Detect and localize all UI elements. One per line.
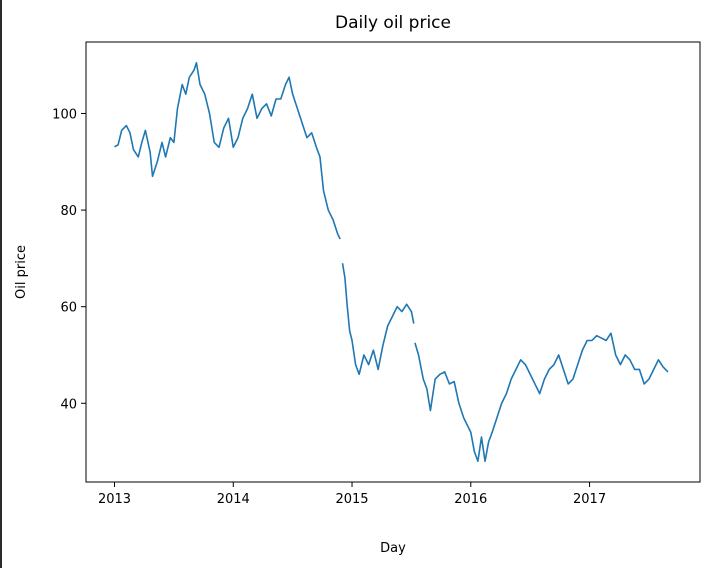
chart-title: Daily oil price	[335, 13, 451, 33]
series-line-segment-1	[114, 61, 341, 240]
y-axis-label: Oil price	[14, 245, 29, 299]
x-tick-label: 2013	[98, 492, 131, 507]
y-axis-ticks: 40 60 80 100	[52, 107, 86, 412]
y-tick-label: 40	[60, 397, 77, 412]
series-line-segment-3	[414, 332, 669, 463]
plot-area-frame	[85, 41, 701, 483]
x-tick-label: 2016	[454, 492, 487, 507]
x-tick-label: 2017	[573, 492, 606, 507]
y-tick-label: 100	[52, 107, 77, 122]
x-axis-label: Day	[380, 541, 406, 556]
window-left-border	[0, 0, 2, 568]
y-tick-label: 80	[60, 204, 77, 219]
series-line-segment-2	[341, 263, 415, 376]
series-layer	[114, 61, 669, 463]
x-tick-label: 2014	[217, 492, 250, 507]
x-tick-label: 2015	[335, 492, 368, 507]
y-tick-label: 60	[60, 301, 77, 316]
x-axis-ticks: 2013 2014 2015 2016 2017	[98, 482, 606, 507]
